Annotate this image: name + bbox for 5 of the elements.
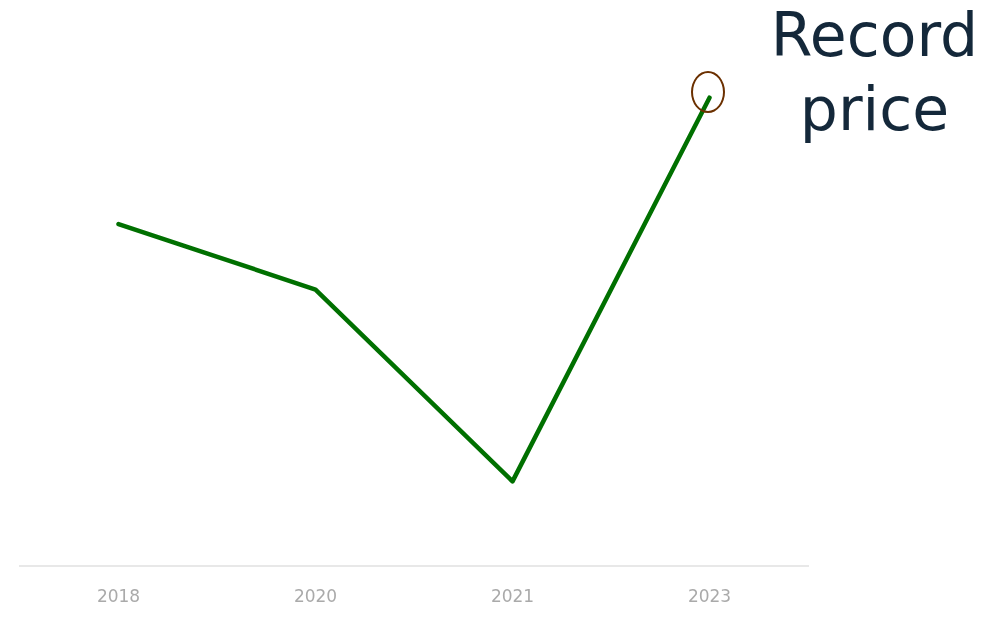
x-tick-label: 2021 [490, 586, 535, 607]
x-tick-label: 2018 [96, 586, 141, 607]
annotation: Record price [770, 0, 979, 144]
x-tick-label: 2023 [687, 586, 732, 607]
x-tick-label: 2020 [293, 586, 338, 607]
